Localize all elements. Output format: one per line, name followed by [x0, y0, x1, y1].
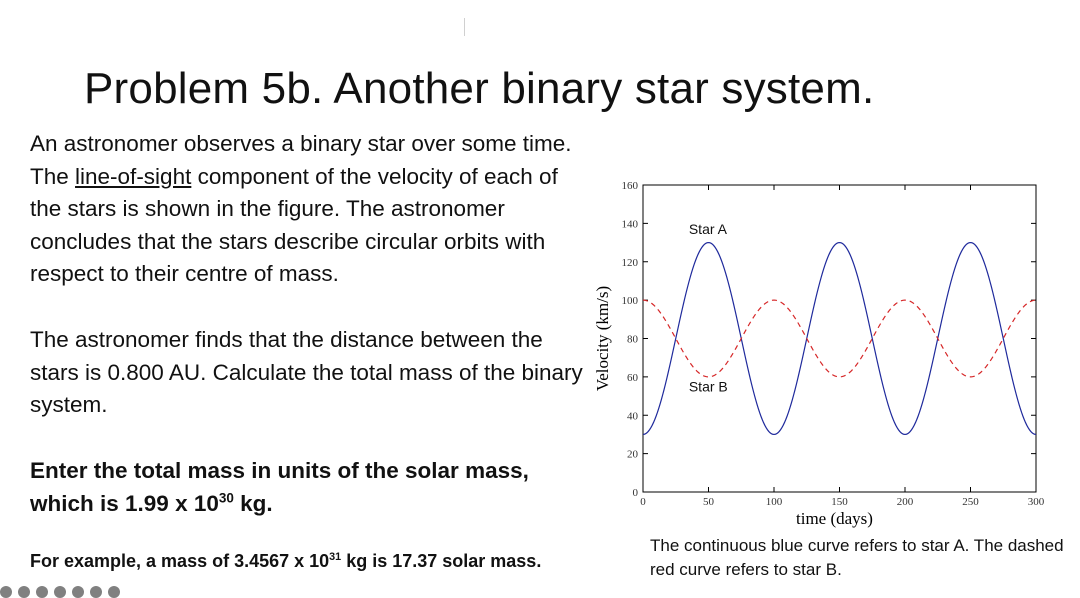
y-tick-label: 0	[633, 487, 639, 499]
y-tick-label: 20	[627, 449, 639, 461]
x-axis-label: time (days)	[796, 509, 873, 528]
back-arrow-icon[interactable]	[0, 586, 12, 598]
y-tick-label: 140	[622, 218, 639, 230]
velocity-chart: 0 50 100 150 200 250 300 0 20 40 60 80 100 120 140 160 t…	[593, 180, 1045, 528]
page-title: Problem 5b. Another binary star system.	[84, 64, 875, 113]
screen-icon[interactable]	[72, 586, 84, 598]
x-tick-label: 300	[1028, 496, 1045, 508]
y-tick-label: 160	[622, 180, 639, 192]
y-tick-label: 40	[627, 410, 639, 422]
more-icon[interactable]	[90, 586, 102, 598]
x-tick-label: 0	[640, 496, 646, 508]
instruction-text-b: kg.	[233, 490, 273, 516]
forward-arrow-icon[interactable]	[108, 586, 120, 598]
example-text-a: For example, a mass of 3.4567 x 10	[30, 551, 330, 571]
example-text-b: kg is 17.37 solar mass.	[341, 551, 542, 571]
series-line-star-a	[642, 241, 1037, 436]
intro-text-b: component of the velocity of each of the…	[30, 163, 558, 287]
top-divider-mark	[464, 18, 465, 36]
series-line-star-b	[642, 299, 1037, 378]
intro-paragraph: An astronomer observes a binary star ove…	[30, 128, 590, 291]
x-tick-label: 150	[831, 496, 848, 508]
instruction-text-a: Enter the total mass in units of the sol…	[30, 458, 529, 516]
y-tick-label: 100	[622, 295, 639, 307]
example-paragraph: For example, a mass of 3.4567 x 1031 kg …	[30, 551, 541, 572]
annotation-star-a: Star A	[689, 221, 728, 237]
y-axis-label: Velocity (km/s)	[593, 286, 612, 391]
captions-icon[interactable]	[54, 586, 66, 598]
x-tick-label: 200	[897, 496, 914, 508]
instruction-exponent: 30	[218, 490, 234, 505]
y-tick-label: 120	[622, 257, 639, 269]
x-tick-label: 100	[766, 496, 783, 508]
instruction-paragraph: Enter the total mass in units of the sol…	[30, 455, 590, 520]
x-tick-label: 250	[962, 496, 979, 508]
figure-caption: The continuous blue curve refers to star…	[650, 536, 1064, 579]
zoom-icon[interactable]	[36, 586, 48, 598]
x-tick-label: 50	[703, 496, 715, 508]
distance-paragraph: The astronomer finds that the distance b…	[30, 327, 583, 417]
annotation-star-b: Star B	[689, 378, 728, 394]
pen-icon[interactable]	[18, 586, 30, 598]
intro-text-a: An astronomer observes a binary star ove…	[30, 131, 572, 189]
example-exponent: 31	[329, 551, 342, 563]
presentation-toolbar	[0, 586, 120, 598]
y-tick-label: 80	[627, 334, 639, 346]
line-of-sight-link[interactable]: line-of-sight	[75, 163, 192, 189]
y-tick-label: 60	[627, 372, 639, 384]
